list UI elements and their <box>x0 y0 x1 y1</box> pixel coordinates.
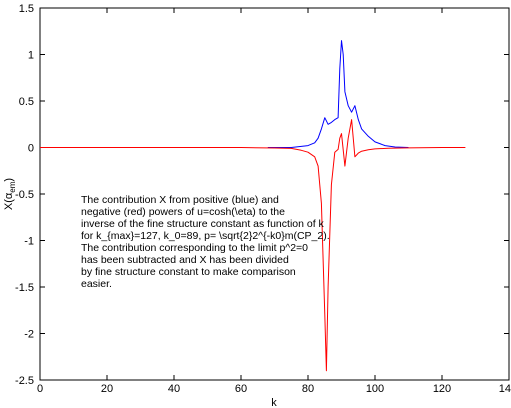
annotation-line: The contribution X from positive (blue) … <box>81 194 279 206</box>
annotation-line: has been subtracted and X has been divid… <box>81 254 289 266</box>
y-tick-label: -1.5 <box>15 282 34 294</box>
annotation-line: for k_{max}=127, k_0=89, p= \sqrt{2}2^{-… <box>81 230 330 242</box>
plot-area <box>39 7 510 381</box>
x-tick-label: 0 <box>37 383 43 395</box>
series-line-2 <box>40 119 466 372</box>
x-tick-label: 120 <box>433 383 451 395</box>
annotation-line: inverse of the fine structure constant a… <box>81 218 325 230</box>
x-tick-label: 14 <box>499 383 511 395</box>
y-tick-label: 0 <box>28 143 34 155</box>
y-tick-label: -0.5 <box>15 189 34 201</box>
y-tick-label: 1 <box>28 50 34 62</box>
y-axis-label: X(αem) <box>3 178 17 210</box>
y-tick-label: 1.5 <box>19 3 34 15</box>
annotation-line: easier. <box>81 278 112 290</box>
x-tick-label: 20 <box>101 383 113 395</box>
annotation-line: by fine structure constant to make compa… <box>81 266 296 278</box>
x-tick-label: 80 <box>302 383 314 395</box>
axis-ticks: 0 20 40 60 80 100 120 14 -2.5 -2 -1.5 -1 -0.5 0 0.5 1 1.… <box>15 3 511 395</box>
annotation-text: The contribution X from positive (blue) … <box>81 194 330 290</box>
y-tick-label: -2.5 <box>15 375 34 387</box>
y-tick-label: 0.5 <box>19 96 34 108</box>
series-line-1 <box>267 40 409 148</box>
x-axis-label: k <box>271 397 277 408</box>
y-tick-label: -2 <box>24 329 34 341</box>
annotation-line: The contribution corresponding to the li… <box>81 242 308 254</box>
x-tick-label: 60 <box>235 383 247 395</box>
annotation-line: negative (red) powers of u=cosh(\eta) to… <box>81 206 285 218</box>
x-tick-label: 100 <box>366 383 384 395</box>
series-layer <box>40 40 466 372</box>
x-tick-label: 40 <box>168 383 180 395</box>
y-tick-label: -1 <box>24 236 34 248</box>
